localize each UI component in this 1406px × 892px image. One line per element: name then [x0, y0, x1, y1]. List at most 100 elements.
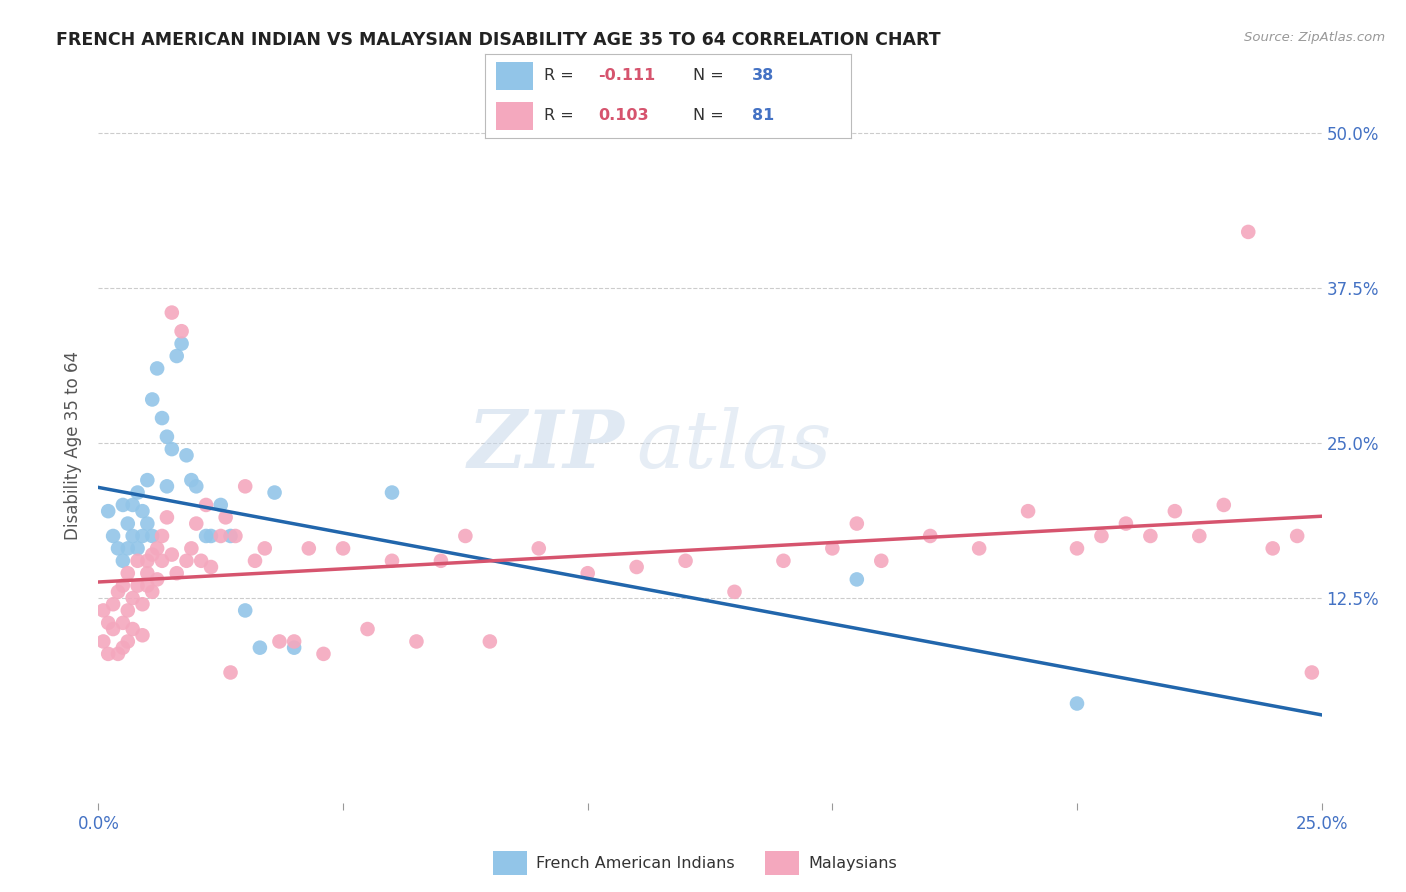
Point: [170, 336, 193, 351]
Point: [576, 566, 599, 581]
Point: [870, 554, 893, 568]
Point: [131, 597, 153, 611]
Point: [131, 504, 153, 518]
Text: 81: 81: [752, 108, 775, 123]
Point: [127, 485, 149, 500]
Point: [1115, 516, 1137, 531]
Point: [136, 473, 159, 487]
Point: [111, 554, 134, 568]
Point: [121, 498, 143, 512]
Point: [200, 529, 222, 543]
Point: [269, 634, 291, 648]
Point: [845, 516, 868, 531]
Text: N =: N =: [693, 69, 730, 84]
Point: [160, 548, 183, 562]
Point: [176, 554, 198, 568]
Text: French American Indians: French American Indians: [536, 855, 734, 871]
Point: [156, 430, 179, 444]
Point: [381, 485, 404, 500]
Point: [97, 647, 120, 661]
Point: [97, 615, 120, 630]
Point: [127, 554, 149, 568]
Point: [1066, 541, 1088, 556]
FancyBboxPatch shape: [765, 851, 799, 875]
Point: [166, 349, 188, 363]
Point: [381, 554, 404, 568]
Point: [107, 584, 129, 599]
Point: [821, 541, 844, 556]
FancyBboxPatch shape: [496, 102, 533, 130]
Point: [121, 622, 143, 636]
Point: [1066, 697, 1088, 711]
Y-axis label: Disability Age 35 to 64: Disability Age 35 to 64: [65, 351, 83, 541]
Point: [478, 634, 501, 648]
Point: [200, 560, 222, 574]
Point: [312, 647, 335, 661]
Point: [772, 554, 794, 568]
Point: [253, 541, 276, 556]
Point: [527, 541, 550, 556]
Point: [209, 529, 232, 543]
Point: [454, 529, 477, 543]
Point: [111, 615, 134, 630]
Point: [101, 622, 124, 636]
Point: [166, 566, 188, 581]
Point: [209, 498, 232, 512]
Point: [146, 573, 169, 587]
Point: [1237, 225, 1260, 239]
Point: [156, 479, 179, 493]
Point: [430, 554, 453, 568]
Point: [195, 529, 218, 543]
Point: [283, 634, 305, 648]
Point: [243, 554, 266, 568]
Point: [263, 485, 285, 500]
Point: [136, 554, 159, 568]
Point: [127, 541, 149, 556]
Point: [1301, 665, 1323, 680]
Point: [91, 634, 114, 648]
Point: [195, 498, 218, 512]
Point: [214, 510, 236, 524]
Text: -0.111: -0.111: [599, 69, 655, 84]
Point: [1188, 529, 1211, 543]
Point: [117, 541, 139, 556]
Point: [675, 554, 697, 568]
Point: [111, 640, 134, 655]
Point: [356, 622, 378, 636]
Point: [160, 305, 183, 319]
Point: [626, 560, 648, 574]
FancyBboxPatch shape: [496, 62, 533, 90]
Point: [332, 541, 354, 556]
Point: [180, 541, 202, 556]
Point: [156, 510, 179, 524]
Point: [186, 479, 208, 493]
Point: [180, 473, 202, 487]
Point: [190, 554, 212, 568]
Point: [233, 479, 256, 493]
Point: [1212, 498, 1234, 512]
Point: [1164, 504, 1187, 518]
Point: [107, 541, 129, 556]
Point: [101, 529, 124, 543]
Point: [249, 640, 271, 655]
Point: [91, 603, 114, 617]
Point: [141, 584, 163, 599]
Text: FRENCH AMERICAN INDIAN VS MALAYSIAN DISABILITY AGE 35 TO 64 CORRELATION CHART: FRENCH AMERICAN INDIAN VS MALAYSIAN DISA…: [56, 31, 941, 49]
Point: [117, 566, 139, 581]
Point: [233, 603, 256, 617]
Point: [117, 634, 139, 648]
Point: [160, 442, 183, 456]
Text: 38: 38: [752, 69, 775, 84]
Point: [150, 529, 173, 543]
FancyBboxPatch shape: [492, 851, 527, 875]
Point: [405, 634, 427, 648]
Point: [150, 554, 173, 568]
Point: [141, 392, 163, 407]
Point: [1017, 504, 1039, 518]
Point: [219, 665, 242, 680]
Point: [131, 628, 153, 642]
Point: [136, 516, 159, 531]
Point: [845, 573, 868, 587]
Point: [219, 529, 242, 543]
Text: N =: N =: [693, 108, 730, 123]
